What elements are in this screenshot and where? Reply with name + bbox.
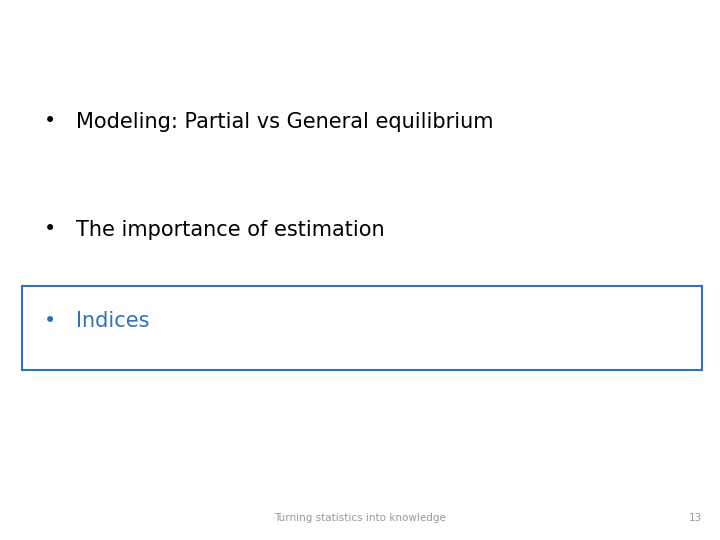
FancyBboxPatch shape: [22, 286, 702, 370]
Text: •: •: [44, 111, 57, 132]
Text: •: •: [44, 311, 57, 332]
Text: Modeling: Partial vs General equilibrium: Modeling: Partial vs General equilibrium: [76, 111, 493, 132]
Text: Turning statistics into knowledge: Turning statistics into knowledge: [274, 514, 446, 523]
Text: Indices: Indices: [76, 311, 149, 332]
Text: The importance of estimation: The importance of estimation: [76, 219, 384, 240]
Text: •: •: [44, 219, 57, 240]
Text: 13: 13: [689, 514, 702, 523]
